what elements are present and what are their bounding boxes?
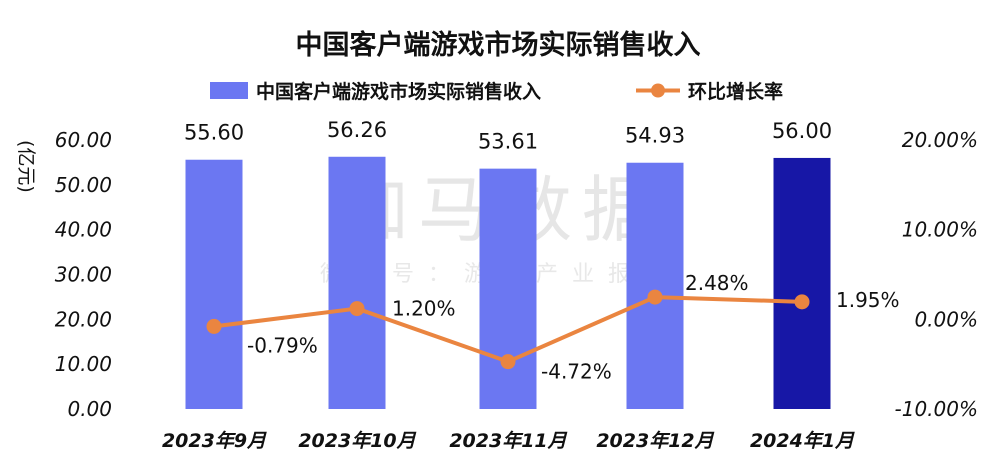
chart-title: 中国客户端游戏市场实际销售收入 (296, 29, 701, 61)
bar-5 (773, 157, 831, 409)
bar-series (185, 156, 831, 409)
y-right-tick-label: 0.00% (914, 307, 978, 331)
legend-bar-label: 中国客户端游戏市场实际销售收入 (256, 80, 541, 103)
legend-line-marker (651, 83, 665, 98)
x-tick-label: 2023年11月 (449, 430, 567, 452)
y-left-tick-label: 30.00 (55, 263, 112, 287)
bar-value-label: 56.00 (772, 119, 832, 143)
y-axis-unit: (亿元) (15, 140, 37, 193)
y-left-tick-label: 50.00 (55, 173, 112, 197)
growth-value-label: 2.48% (685, 271, 749, 295)
x-tick-label: 2024年1月 (750, 430, 855, 452)
legend-line-label: 环比增长率 (688, 80, 783, 103)
growth-value-labels: -0.79% 1.20% -4.72% 2.48% 1.95% (247, 271, 900, 384)
y-right-tick-label: -10.00% (895, 397, 978, 421)
bar-value-label: 55.60 (184, 121, 244, 145)
y-left-tick-label: 10.00 (55, 352, 112, 376)
bar-4 (626, 162, 684, 409)
growth-point-3 (500, 354, 516, 370)
growth-line-series (206, 289, 810, 370)
legend: 中国客户端游戏市场实际销售收入 环比增长率 (210, 80, 783, 103)
growth-value-label: 1.95% (836, 288, 900, 312)
x-axis-categories: 2023年9月 2023年10月 2023年11月 2023年12月 2024年1月 (162, 430, 855, 452)
legend-bar-swatch (210, 82, 248, 99)
y-right-tick-label: 20.00% (902, 128, 978, 152)
y-left-tick-label: 20.00 (55, 307, 112, 331)
y-axis-right: -10.00% 0.00% 10.00% 20.00% (895, 128, 978, 421)
growth-point-2 (349, 301, 365, 317)
bar-value-label: 54.93 (625, 124, 685, 148)
growth-value-label: -4.72% (541, 360, 612, 384)
bar-1 (185, 159, 243, 409)
x-tick-label: 2023年12月 (596, 430, 714, 452)
y-left-tick-label: 0.00 (67, 397, 112, 421)
y-left-tick-label: 60.00 (55, 128, 112, 152)
growth-point-1 (206, 318, 222, 334)
y-left-tick-label: 40.00 (55, 218, 112, 242)
growth-point-5 (794, 294, 810, 310)
x-tick-label: 2023年9月 (162, 430, 267, 452)
bar-3 (479, 168, 537, 409)
bar-value-label: 53.61 (478, 130, 538, 154)
bar-2 (328, 156, 386, 409)
x-tick-label: 2023年10月 (298, 430, 416, 452)
growth-value-label: 1.20% (392, 297, 456, 321)
bar-value-label: 56.26 (327, 118, 387, 142)
y-axis-left: 0.00 10.00 20.00 30.00 40.00 50.00 60.00 (55, 128, 112, 421)
growth-point-4 (647, 289, 663, 305)
bar-value-labels: 55.60 56.26 53.61 54.93 56.00 (184, 118, 832, 154)
y-right-tick-label: 10.00% (902, 218, 978, 242)
growth-value-label: -0.79% (247, 333, 318, 357)
